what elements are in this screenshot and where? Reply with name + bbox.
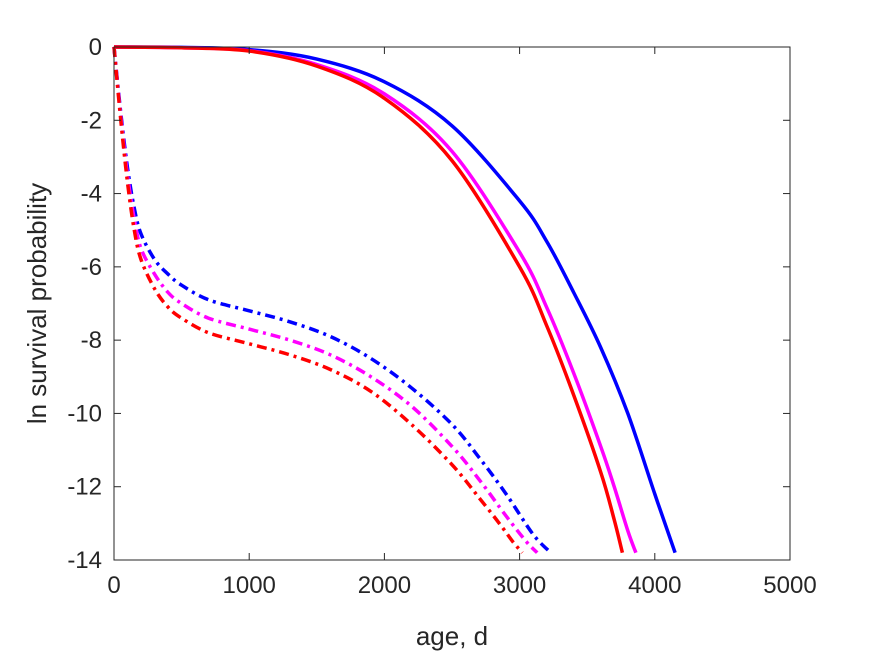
y-tick-labels: 0 -2 -4 -6 -8 -10 -12 -14 (67, 34, 102, 574)
y-tick-label: -8 (81, 327, 102, 354)
x-axis-label: age, d (416, 621, 488, 651)
plot-lines (112, 45, 677, 554)
x-tick-labels: 0 1000 2000 3000 4000 5000 (107, 572, 816, 599)
y-tick-label: -4 (81, 181, 102, 208)
x-tick-label: 1000 (223, 572, 276, 599)
series-line-solid (113, 45, 625, 554)
series-line-solid (113, 45, 677, 554)
y-tick-label: -6 (81, 254, 102, 281)
y-axis-label: ln survival probability (22, 183, 52, 424)
series-line-solid (113, 45, 638, 554)
y-tick-label: -14 (67, 547, 102, 574)
series-line-dashdot (112, 46, 552, 554)
y-tick-label: -2 (81, 107, 102, 134)
x-tick-label: 0 (107, 572, 120, 599)
x-tick-label: 4000 (628, 572, 681, 599)
x-tick-label: 2000 (358, 572, 411, 599)
series-line-dashdot (112, 46, 539, 554)
plot-frame (113, 46, 791, 561)
y-tick-label: -10 (67, 400, 102, 427)
series-line-dashdot (112, 46, 524, 554)
x-tick-label: 3000 (493, 572, 546, 599)
axis-ticks (113, 46, 791, 561)
y-tick-label: 0 (89, 34, 102, 61)
y-tick-label: -12 (67, 474, 102, 501)
x-tick-label: 5000 (763, 572, 816, 599)
